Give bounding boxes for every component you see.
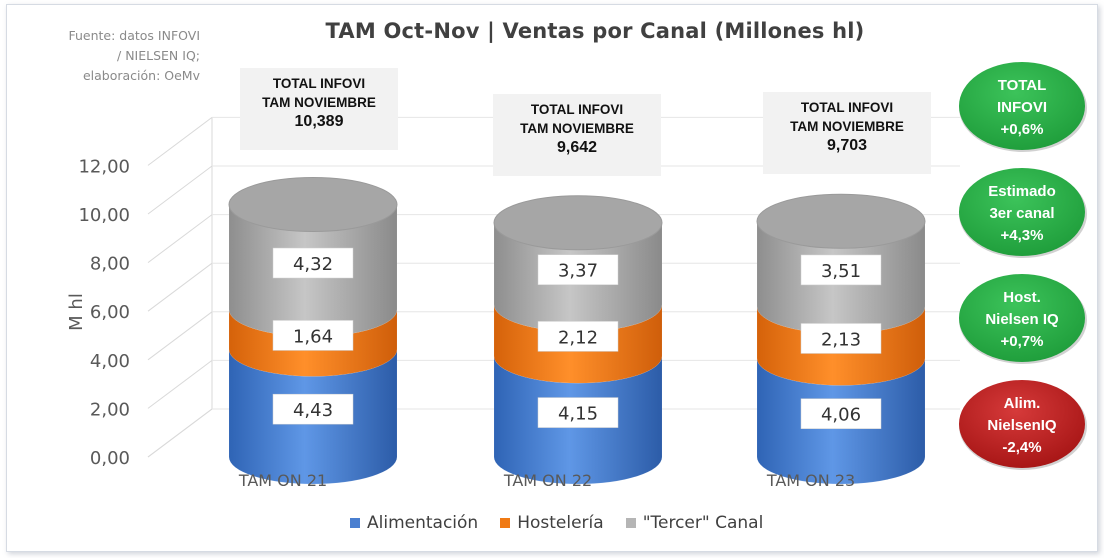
- data-label-box: [800, 323, 882, 354]
- total-box-line1: TOTAL INFOVI: [272, 76, 366, 91]
- gridline-diag: [147, 359, 213, 409]
- y-tick-label: 2,00: [90, 399, 130, 420]
- badge-ellipse: [959, 274, 1085, 362]
- gridline-diag: [147, 262, 213, 312]
- data-label: 3,51: [821, 261, 861, 282]
- badge-ellipse: [959, 380, 1085, 468]
- legend-item: "Tercer" Canal: [625, 513, 764, 533]
- total-box-line2: TAM NOVIEMBRE: [790, 119, 904, 134]
- gridline-diag: [147, 311, 213, 361]
- data-label: 4,43: [293, 400, 333, 421]
- total-box-1: TOTAL INFOVI TAM NOVIEMBRE 9,642: [493, 94, 661, 176]
- badge-ellipse: [959, 62, 1085, 150]
- y-tick-label: 4,00: [90, 351, 130, 372]
- gridline-diag: [147, 117, 213, 166]
- total-box-value: 10,389: [294, 113, 344, 130]
- legend-swatch: [500, 518, 511, 528]
- total-box-value: 9,642: [556, 139, 598, 156]
- data-label-box: [272, 247, 354, 279]
- total-box-line1: TOTAL INFOVI: [530, 102, 624, 117]
- source-note: Fuente: datos INFOVI / NIELSEN IQ; elabo…: [30, 26, 200, 86]
- chart-legend: Alimentación Hostelería "Tercer" Canal: [350, 513, 763, 533]
- badge-text: Alim.: [1004, 395, 1041, 412]
- legend-swatch: [350, 518, 360, 528]
- badge-text: Estimado: [988, 183, 1056, 200]
- data-label: 3,37: [558, 261, 598, 282]
- badge-text: Host.: [1003, 289, 1041, 306]
- badge-text: 3er canal: [989, 205, 1054, 222]
- data-label: 4,32: [293, 254, 333, 275]
- y-tick-label: 12,00: [78, 156, 130, 177]
- gridline-diag: [147, 214, 213, 264]
- bar-top-cap: [756, 193, 926, 249]
- y-axis-label: M hl: [66, 293, 87, 331]
- y-tick-label: 0,00: [90, 448, 130, 469]
- data-label-box: [537, 321, 619, 352]
- legend-item: Hostelería: [500, 513, 604, 533]
- source-line: / NIELSEN IQ;: [117, 48, 200, 63]
- gridline-diag: [147, 408, 213, 458]
- badge-text: Nielsen IQ: [985, 311, 1059, 328]
- data-label-box: [800, 254, 882, 286]
- legend-swatch: [625, 518, 636, 528]
- x-tick-label: TAM ON 23: [766, 471, 855, 490]
- data-label: 1,64: [293, 326, 333, 347]
- data-label: 4,15: [558, 404, 598, 425]
- legend-label: "Tercer" Canal: [642, 513, 764, 533]
- total-box-0: TOTAL INFOVI TAM NOVIEMBRE 10,389: [240, 68, 398, 150]
- total-box-2: TOTAL INFOVI TAM NOVIEMBRE 9,703: [763, 92, 931, 174]
- badge-text: +0,7%: [1001, 333, 1044, 350]
- source-line: elaboración: OeMv: [82, 68, 200, 83]
- data-label-box: [272, 320, 354, 351]
- data-label-box: [537, 397, 619, 428]
- badge-text: +4,3%: [1001, 227, 1044, 244]
- badge-text: -2,4%: [1002, 439, 1041, 456]
- y-tick-label: 8,00: [90, 254, 130, 275]
- total-box-value: 9,703: [826, 137, 868, 154]
- gridline-diag: [147, 165, 213, 215]
- y-tick-label: 10,00: [78, 205, 130, 226]
- badge-text: +0,6%: [1001, 121, 1044, 138]
- data-label: 2,13: [821, 329, 861, 350]
- total-box-line2: TAM NOVIEMBRE: [520, 121, 634, 136]
- badge-ellipse: [959, 168, 1085, 256]
- legend-item: Alimentación: [350, 513, 478, 533]
- data-label-box: [537, 254, 619, 285]
- data-label-box: [800, 398, 882, 429]
- chart-title: TAM Oct-Nov | Ventas por Canal (Millones…: [325, 19, 865, 43]
- legend-label: Hostelería: [517, 513, 604, 533]
- badge-text: INFOVI: [997, 99, 1047, 116]
- y-tick-label: 6,00: [90, 302, 130, 323]
- badge-text: TOTAL: [998, 77, 1047, 94]
- total-box-line2: TAM NOVIEMBRE: [262, 95, 376, 110]
- total-box-line1: TOTAL INFOVI: [800, 100, 894, 115]
- bar-top-cap: [228, 177, 398, 233]
- source-line: Fuente: datos INFOVI: [68, 28, 200, 43]
- badge-text: NielsenIQ: [987, 417, 1057, 434]
- x-tick-label: TAM ON 22: [503, 471, 592, 490]
- x-tick-label: TAM ON 21: [238, 471, 327, 490]
- data-label: 4,06: [821, 405, 861, 426]
- bar-top-cap: [493, 195, 663, 251]
- legend-label: Alimentación: [367, 513, 479, 533]
- data-label-box: [272, 393, 354, 425]
- data-label: 2,12: [558, 327, 598, 348]
